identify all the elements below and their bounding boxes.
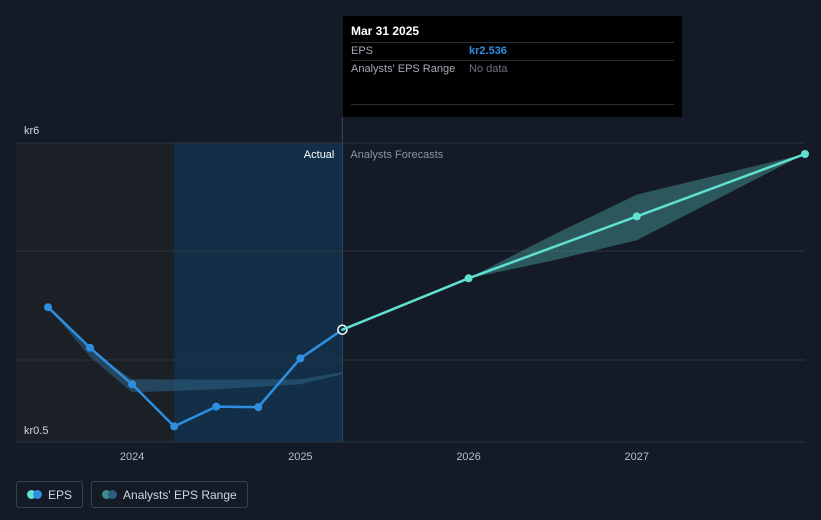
tooltip-range-label: Analysts' EPS Range [351, 63, 456, 75]
x-tick-2024: 2024 [120, 451, 144, 463]
tooltip-divider [351, 104, 674, 105]
range-swatch-icon [102, 490, 118, 499]
past-region [16, 143, 175, 442]
eps-point-forecast-3 [801, 150, 809, 158]
actual-region-label: Actual [304, 149, 335, 161]
tooltip-row-eps: EPS kr2.536 [351, 42, 674, 60]
legend-item-eps-range[interactable]: Analysts' EPS Range [91, 481, 248, 508]
eps-point-actual-3 [170, 422, 179, 431]
eps-point-actual-4 [212, 402, 221, 411]
x-tick-2025: 2025 [288, 451, 312, 463]
eps-line-forecast [341, 152, 807, 331]
eps-point-actual-6 [296, 354, 305, 363]
x-tick-2027: 2027 [625, 451, 649, 463]
tooltip-eps-value: kr2.536 [469, 45, 507, 57]
legend-item-eps[interactable]: EPS [16, 481, 84, 508]
tooltip-row-range: Analysts' EPS Range No data [351, 60, 674, 78]
eps-line-actual [46, 305, 344, 428]
eps-point-forecast-1 [464, 274, 473, 283]
tooltip-date: Mar 31 2025 [351, 24, 420, 38]
actual-region [174, 143, 343, 442]
eps-point-forecast-2 [632, 212, 641, 221]
tooltip-range-value: No data [469, 63, 508, 75]
eps-point-actual-1 [86, 343, 95, 352]
chart-legend: EPS Analysts' EPS Range [16, 481, 248, 508]
eps-tooltip: Mar 31 2025 EPS kr2.536 Analysts' EPS Ra… [343, 16, 682, 117]
tooltip-eps-label: EPS [351, 45, 374, 57]
eps-point-actual-5 [254, 403, 263, 412]
legend-range-label: Analysts' EPS Range [123, 487, 237, 502]
eps-point-actual-0 [44, 303, 52, 312]
eps-point-actual-2 [128, 380, 137, 389]
y-tick-bottom: kr0.5 [24, 425, 48, 437]
y-tick-top: kr6 [24, 125, 39, 137]
legend-eps-label: EPS [48, 487, 73, 502]
x-tick-2026: 2026 [456, 451, 480, 463]
eps-swatch-icon [27, 490, 42, 499]
forecast-region-label: Analysts Forecasts [350, 149, 443, 161]
